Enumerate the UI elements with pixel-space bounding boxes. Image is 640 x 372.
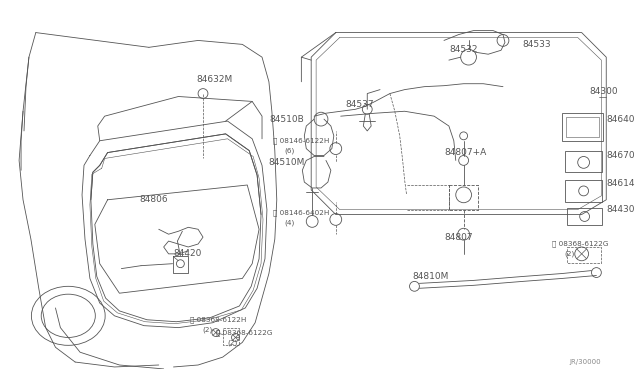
Text: Ⓑ 08146-6402H: Ⓑ 08146-6402H [273, 209, 329, 216]
Text: Ⓢ 08368-6122H: Ⓢ 08368-6122H [190, 317, 246, 323]
Bar [562, 113, 604, 141]
Bar [565, 180, 602, 202]
Bar [566, 117, 600, 137]
Text: (2): (2) [228, 339, 238, 346]
Text: 84537: 84537 [346, 100, 374, 109]
Text: (2): (2) [564, 251, 574, 257]
Text: 84807: 84807 [444, 232, 472, 242]
Bar [565, 151, 602, 172]
Text: 84807+A: 84807+A [444, 148, 486, 157]
Text: (6): (6) [285, 147, 295, 154]
Text: 84430: 84430 [606, 205, 635, 214]
Text: Ⓢ 08368-6122G: Ⓢ 08368-6122G [552, 241, 609, 247]
Text: Ⓢ 08368-6122G: Ⓢ 08368-6122G [216, 329, 272, 336]
Text: 84640: 84640 [606, 115, 635, 124]
Text: 84510M: 84510M [268, 158, 304, 167]
Text: 84806: 84806 [139, 195, 168, 204]
Text: 84532: 84532 [449, 45, 477, 54]
Bar [567, 208, 602, 225]
Text: 84810M: 84810M [413, 272, 449, 281]
Text: 84533: 84533 [523, 40, 551, 49]
Text: 84614: 84614 [606, 179, 635, 187]
Text: (2): (2) [202, 326, 212, 333]
Text: 84632M: 84632M [196, 75, 232, 84]
Text: 84420: 84420 [173, 249, 202, 259]
Text: Ⓑ 08146-6122H: Ⓑ 08146-6122H [273, 137, 329, 144]
Text: 84670: 84670 [606, 151, 635, 160]
Text: 84510B: 84510B [269, 115, 304, 124]
Text: 84300: 84300 [589, 87, 618, 96]
Text: (4): (4) [285, 219, 295, 226]
Text: JR/30000: JR/30000 [570, 359, 602, 365]
